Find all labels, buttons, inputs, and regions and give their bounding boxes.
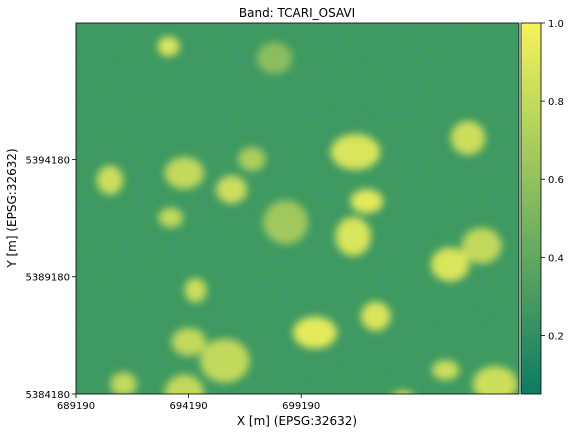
plot-frame (75, 22, 520, 395)
y-axis-label: Y [m] (EPSG:32632) (5, 148, 19, 268)
bright-patch (110, 372, 137, 394)
y-tick-label: 5384180 (25, 390, 70, 401)
bright-patch (256, 42, 293, 75)
y-tick-label: 5389180 (25, 273, 70, 284)
bright-patch (430, 247, 470, 282)
y-axis: 5384180 5389180 5394180 (25, 155, 76, 401)
bright-patch (450, 120, 486, 155)
bright-patch (171, 327, 207, 356)
bright-patch (158, 207, 184, 228)
bright-patch (164, 374, 205, 394)
x-tick-label: 699190 (282, 401, 320, 412)
colorbar: 0.2 0.4 0.6 0.8 1.0 (520, 19, 564, 395)
colorbar-gradient (521, 23, 541, 394)
y-tick-label: 5394180 (25, 155, 70, 166)
bright-patch (393, 390, 413, 394)
x-tick-label: 689190 (57, 401, 95, 412)
bright-patch (96, 165, 124, 195)
bright-patch (263, 200, 309, 245)
bright-patch (238, 146, 266, 172)
x-tick-label: 694190 (170, 401, 208, 412)
bright-patch (335, 216, 371, 256)
colorbar-tick-label: 0.4 (548, 253, 564, 264)
bright-patch (360, 301, 391, 331)
raster-plot-area (75, 22, 520, 395)
bright-patch (472, 366, 518, 394)
bright-patch (292, 316, 337, 349)
colorbar-frame (520, 22, 542, 395)
bright-patch (184, 278, 207, 303)
bright-patch (350, 189, 384, 214)
colorbar-tick-label: 1.0 (548, 19, 564, 30)
bright-patch (200, 338, 250, 383)
x-axis-label: X [m] (EPSG:32632) (237, 414, 357, 428)
chart-title: Band: TCARI_OSAVI (239, 6, 355, 20)
bright-patch (157, 36, 180, 57)
bright-patch (330, 133, 381, 170)
bright-patch (216, 175, 248, 204)
bright-patch (461, 227, 502, 264)
colorbar-tick-label: 0.2 (548, 331, 564, 342)
x-axis: 689190 694190 699190 (57, 394, 320, 412)
bright-patch (431, 360, 460, 380)
bright-patch (164, 157, 205, 190)
colorbar-tick-label: 0.8 (548, 97, 564, 108)
colorbar-tick-label: 0.6 (548, 175, 564, 186)
